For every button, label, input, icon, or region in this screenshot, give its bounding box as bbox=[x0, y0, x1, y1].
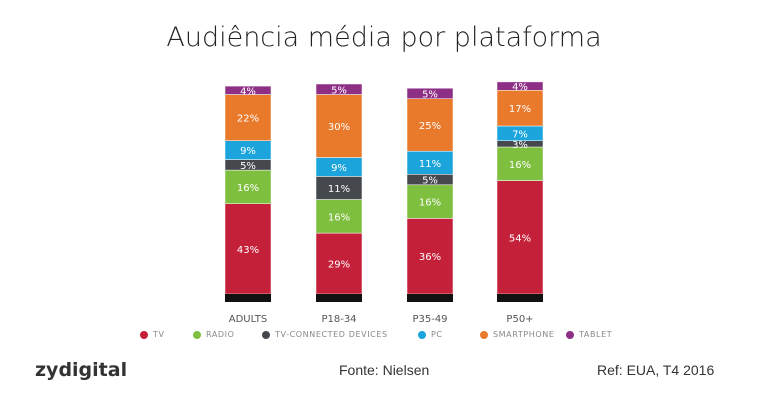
data-label: 5% bbox=[422, 89, 438, 100]
data-label: 54% bbox=[509, 233, 531, 244]
bar-segment bbox=[224, 85, 272, 95]
bar-segment bbox=[315, 94, 363, 158]
legend-label: RADIO bbox=[206, 330, 235, 339]
data-label: 43% bbox=[237, 245, 259, 256]
chart-title: Audiência média por plataforma bbox=[166, 22, 602, 53]
bar-base bbox=[316, 294, 362, 302]
zydigital-logo: zydigital bbox=[35, 359, 128, 381]
data-label: 5% bbox=[331, 85, 347, 96]
bar-segment bbox=[496, 180, 544, 295]
data-label: 36% bbox=[419, 252, 441, 263]
bar-segment bbox=[496, 90, 544, 127]
data-label: 11% bbox=[328, 184, 350, 195]
bar-segment bbox=[315, 83, 363, 95]
bar-segment bbox=[496, 81, 544, 91]
data-label: 4% bbox=[512, 82, 528, 93]
data-label: 16% bbox=[419, 198, 441, 209]
bar-segment bbox=[496, 146, 544, 181]
data-label: 7% bbox=[512, 129, 528, 140]
data-label: 30% bbox=[328, 122, 350, 133]
legend-dot-icon bbox=[480, 330, 488, 339]
category-label: ADULTS bbox=[229, 314, 268, 325]
legend-label: SMARTPHONE bbox=[493, 330, 555, 339]
bar-base bbox=[407, 294, 453, 302]
bar-segment bbox=[406, 87, 454, 99]
legend-dot-icon bbox=[418, 330, 426, 339]
data-label: 25% bbox=[419, 121, 441, 132]
data-label: 4% bbox=[240, 86, 256, 97]
legend-dot-icon bbox=[140, 330, 148, 339]
legend-label: TABLET bbox=[579, 330, 613, 339]
legend-item: TV-CONNECTED DEVICES bbox=[262, 330, 388, 339]
data-label: 3% bbox=[512, 140, 528, 151]
data-label: 9% bbox=[331, 163, 347, 174]
legend-item: TABLET bbox=[566, 330, 612, 339]
stacked-bar-chart: 43% 16% 5% 9% 22% 4% ADULTS 29% 16% 11% 9% 30% 5% P18… bbox=[224, 81, 544, 325]
bar-segment bbox=[224, 94, 272, 141]
data-label: 11% bbox=[419, 159, 441, 170]
category-label: P50+ bbox=[506, 314, 533, 325]
bar-segment bbox=[224, 203, 272, 295]
data-label: 16% bbox=[328, 212, 350, 223]
data-label: 5% bbox=[240, 161, 256, 172]
data-label: 29% bbox=[328, 260, 350, 271]
bar-base bbox=[225, 294, 271, 302]
legend-dot-icon bbox=[193, 330, 201, 339]
legend-label: TV bbox=[153, 330, 165, 339]
legend-dot-icon bbox=[262, 330, 270, 339]
legend-item: PC bbox=[418, 330, 443, 339]
data-label: 16% bbox=[237, 183, 259, 194]
legend-item: SMARTPHONE bbox=[480, 330, 555, 339]
bar-base bbox=[497, 294, 543, 302]
legend-label: TV-CONNECTED DEVICES bbox=[275, 330, 388, 339]
data-label: 16% bbox=[509, 160, 531, 171]
category-label: P18-34 bbox=[321, 314, 356, 325]
data-label: 5% bbox=[422, 176, 438, 187]
data-label: 22% bbox=[237, 114, 259, 125]
legend-label: PC bbox=[431, 330, 443, 339]
bar-segment bbox=[406, 184, 454, 219]
source-text: Fonte: Nielsen bbox=[339, 362, 430, 378]
data-label: 17% bbox=[509, 104, 531, 115]
reference-text: Ref: EUA, T4 2016 bbox=[597, 362, 715, 378]
legend-item: RADIO bbox=[193, 330, 235, 339]
legend-item: TV bbox=[140, 330, 165, 339]
category-label: P35-49 bbox=[412, 314, 447, 325]
legend: TV RADIO TV-CONNECTED DEVICES PC SMARTPHONE T… bbox=[0, 330, 768, 344]
data-label: 9% bbox=[240, 146, 256, 157]
legend-dot-icon bbox=[566, 330, 574, 339]
